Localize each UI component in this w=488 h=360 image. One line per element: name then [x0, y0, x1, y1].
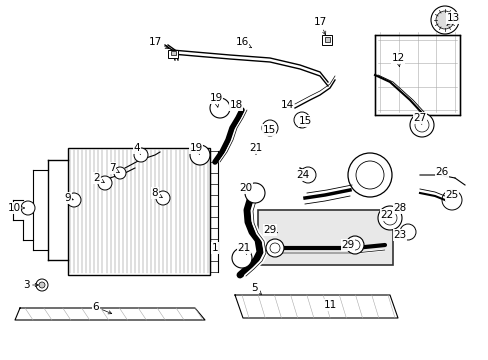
Text: 29: 29	[263, 225, 277, 235]
Bar	[321, 35, 331, 45]
Circle shape	[347, 153, 391, 197]
Text: 7: 7	[108, 163, 119, 173]
Text: 21: 21	[237, 243, 250, 254]
Text: 1: 1	[211, 243, 218, 253]
Bar	[374, 35, 459, 115]
Circle shape	[409, 113, 433, 137]
Text: 14: 14	[280, 100, 293, 110]
Circle shape	[39, 282, 45, 288]
Circle shape	[36, 279, 48, 291]
Text: 26: 26	[434, 167, 447, 177]
Text: 28: 28	[392, 203, 406, 213]
Text: 13: 13	[446, 13, 459, 26]
Circle shape	[244, 183, 264, 203]
Circle shape	[349, 240, 359, 250]
Bar	[68, 148, 209, 275]
Text: 27: 27	[412, 113, 426, 124]
Text: 5: 5	[251, 283, 261, 294]
Text: 24: 24	[296, 170, 309, 180]
Polygon shape	[15, 308, 204, 320]
Text: 21: 21	[249, 143, 262, 154]
Circle shape	[377, 206, 401, 230]
Circle shape	[293, 112, 309, 128]
Text: 17: 17	[148, 37, 168, 49]
Circle shape	[346, 236, 363, 254]
Text: 15: 15	[298, 116, 311, 127]
Text: 8: 8	[151, 188, 162, 198]
Circle shape	[134, 148, 148, 162]
Circle shape	[265, 239, 284, 257]
Text: 19: 19	[189, 143, 202, 154]
Bar	[258, 210, 392, 265]
Circle shape	[382, 211, 396, 225]
Circle shape	[156, 191, 170, 205]
Circle shape	[399, 224, 415, 240]
Circle shape	[414, 118, 428, 132]
Circle shape	[231, 248, 251, 268]
Bar	[168, 50, 178, 58]
Text: 6: 6	[93, 302, 111, 314]
Text: 4: 4	[133, 143, 141, 154]
Circle shape	[98, 176, 112, 190]
Circle shape	[430, 6, 458, 34]
Text: 3: 3	[22, 280, 39, 290]
Bar	[171, 51, 176, 55]
Text: 9: 9	[64, 193, 73, 203]
Circle shape	[355, 161, 383, 189]
Text: 12: 12	[390, 53, 404, 67]
Text: 22: 22	[380, 210, 393, 220]
Circle shape	[435, 11, 453, 29]
Text: 29: 29	[341, 240, 354, 250]
Text: 2: 2	[94, 173, 104, 183]
Circle shape	[299, 167, 315, 183]
Polygon shape	[235, 295, 397, 318]
Circle shape	[21, 201, 35, 215]
Circle shape	[441, 190, 461, 210]
Circle shape	[114, 167, 126, 179]
Circle shape	[269, 243, 280, 253]
Bar	[325, 37, 329, 42]
Text: 18: 18	[229, 100, 242, 110]
Text: 20: 20	[239, 183, 252, 193]
Text: 19: 19	[209, 93, 222, 107]
Circle shape	[190, 145, 209, 165]
Text: 10: 10	[7, 203, 24, 213]
Text: 11: 11	[323, 300, 336, 310]
Circle shape	[67, 193, 81, 207]
Text: 15: 15	[262, 125, 275, 135]
Circle shape	[209, 98, 229, 118]
Text: 16: 16	[235, 37, 251, 48]
Text: 23: 23	[392, 230, 406, 240]
Text: 17: 17	[313, 17, 326, 35]
Text: 25: 25	[445, 190, 458, 200]
Circle shape	[262, 120, 278, 136]
